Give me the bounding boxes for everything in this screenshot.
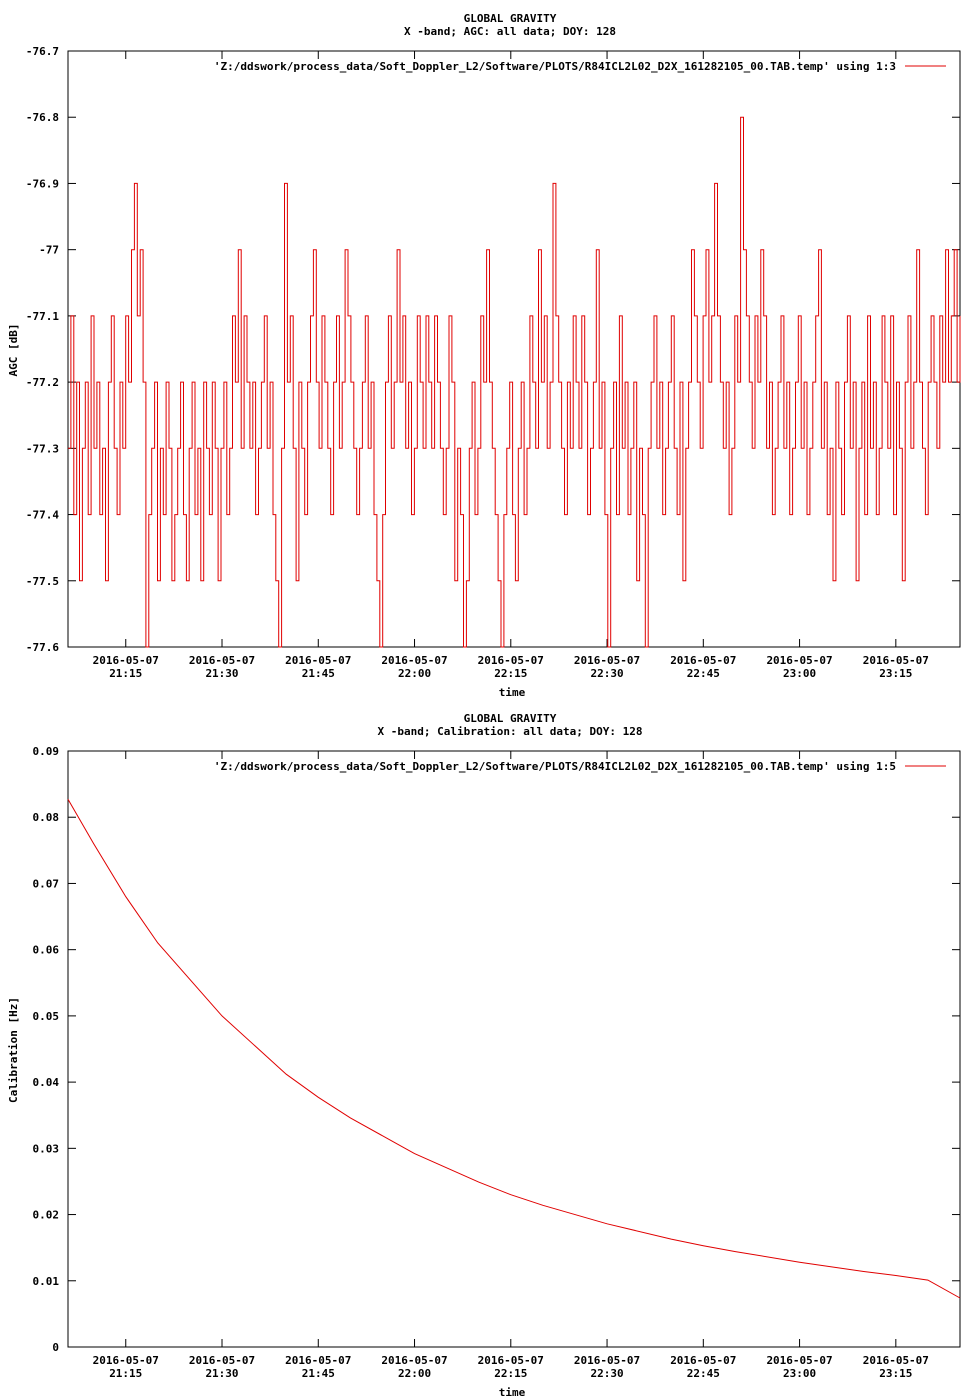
y-tick-label: 0.07 [33, 877, 60, 890]
x-tick-time-label: 22:00 [398, 667, 431, 680]
y-tick-label: -77.6 [26, 641, 59, 654]
y-tick-label: -76.7 [26, 45, 59, 58]
y-tick-label: -76.8 [26, 111, 59, 124]
y-axis-label: Calibration [Hz] [7, 997, 20, 1103]
plot-frame [67, 750, 961, 1348]
x-tick-time-label: 23:15 [879, 667, 912, 680]
x-axis-label: time [499, 1386, 526, 1399]
series-line [67, 799, 961, 1299]
x-tick-time-label: 21:30 [205, 1367, 238, 1380]
series-line [68, 116, 961, 648]
y-tick-label: 0.08 [33, 811, 60, 824]
y-tick-label: 0.06 [33, 944, 60, 957]
x-tick-time-label: 22:45 [687, 667, 720, 680]
x-tick-date-label: 2016-05-07 [478, 1354, 544, 1367]
x-tick-time-label: 22:30 [590, 667, 623, 680]
x-tick-time-label: 22:45 [687, 1367, 720, 1380]
y-tick-label: -77 [39, 244, 59, 257]
y-tick-label: 0 [52, 1341, 59, 1354]
x-tick-date-label: 2016-05-07 [93, 1354, 159, 1367]
y-tick-label: 0.02 [33, 1209, 60, 1222]
x-tick-date-label: 2016-05-07 [670, 1354, 736, 1367]
x-tick-date-label: 2016-05-07 [766, 654, 832, 667]
plot-frame [67, 50, 961, 648]
x-tick-date-label: 2016-05-07 [189, 654, 255, 667]
x-tick-date-label: 2016-05-07 [670, 654, 736, 667]
y-tick-label: -76.9 [26, 177, 59, 190]
x-tick-time-label: 21:45 [302, 667, 335, 680]
x-tick-date-label: 2016-05-07 [766, 1354, 832, 1367]
x-tick-date-label: 2016-05-07 [381, 654, 447, 667]
x-tick-date-label: 2016-05-07 [93, 654, 159, 667]
x-tick-time-label: 22:15 [494, 1367, 527, 1380]
x-tick-time-label: 21:15 [109, 667, 142, 680]
x-tick-time-label: 23:15 [879, 1367, 912, 1380]
y-tick-label: 0.03 [33, 1142, 60, 1155]
y-tick-label: -77.5 [26, 575, 59, 588]
x-tick-time-label: 21:45 [302, 1367, 335, 1380]
y-tick-label: -77.2 [26, 376, 59, 389]
x-tick-date-label: 2016-05-07 [574, 1354, 640, 1367]
x-tick-time-label: 22:00 [398, 1367, 431, 1380]
x-tick-time-label: 21:15 [109, 1367, 142, 1380]
chart-subtitle: X -band; Calibration: all data; DOY: 128 [378, 725, 643, 738]
chart-subtitle: X -band; AGC: all data; DOY: 128 [404, 25, 616, 38]
x-tick-date-label: 2016-05-07 [863, 1354, 929, 1367]
x-tick-date-label: 2016-05-07 [574, 654, 640, 667]
x-tick-time-label: 21:30 [205, 667, 238, 680]
x-tick-date-label: 2016-05-07 [285, 1354, 351, 1367]
y-tick-label: 0.01 [33, 1275, 60, 1288]
y-tick-label: 0.09 [33, 745, 60, 758]
legend-label: 'Z:/ddswork/process_data/Soft_Doppler_L2… [214, 60, 896, 73]
y-tick-label: -77.4 [26, 509, 59, 522]
y-tick-label: -77.3 [26, 442, 59, 455]
y-tick-label: -77.1 [26, 310, 59, 323]
y-tick-label: 0.04 [33, 1076, 60, 1089]
x-tick-date-label: 2016-05-07 [189, 1354, 255, 1367]
legend-label: 'Z:/ddswork/process_data/Soft_Doppler_L2… [214, 760, 896, 773]
y-axis-label: AGC [dB] [7, 324, 20, 377]
x-tick-date-label: 2016-05-07 [863, 654, 929, 667]
y-tick-label: 0.05 [33, 1010, 60, 1023]
x-tick-time-label: 22:30 [590, 1367, 623, 1380]
x-tick-time-label: 23:00 [783, 1367, 816, 1380]
x-tick-time-label: 23:00 [783, 667, 816, 680]
x-tick-date-label: 2016-05-07 [381, 1354, 447, 1367]
chart-title: GLOBAL GRAVITY [464, 712, 557, 725]
x-tick-date-label: 2016-05-07 [478, 654, 544, 667]
chart-title: GLOBAL GRAVITY [464, 12, 557, 25]
x-axis-label: time [499, 686, 526, 699]
x-tick-date-label: 2016-05-07 [285, 654, 351, 667]
x-tick-time-label: 22:15 [494, 667, 527, 680]
